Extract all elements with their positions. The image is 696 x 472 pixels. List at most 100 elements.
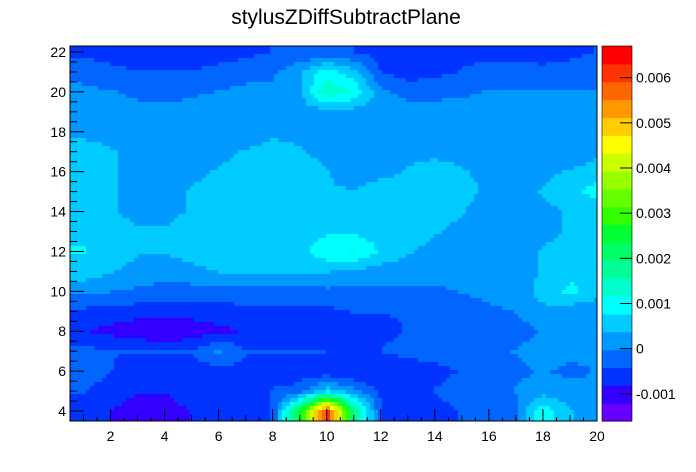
heatmap-cell [198,382,203,387]
heatmap-cell [230,134,235,139]
heatmap-cell [158,234,163,239]
heatmap-cell [150,274,155,279]
heatmap-cell [158,182,163,187]
heatmap-cell [174,374,179,379]
heatmap-cell [274,314,279,319]
heatmap-cell [174,314,179,319]
heatmap-cell [70,286,75,291]
heatmap-cell [194,142,199,147]
heatmap-cell [274,158,279,163]
heatmap-cell [254,270,259,275]
heatmap-cell [178,150,183,155]
heatmap-cell [206,142,211,147]
heatmap-cell [178,354,183,359]
heatmap-cell [78,74,83,79]
heatmap-cell [178,246,183,251]
heatmap-cell [266,154,271,159]
heatmap-cell [110,78,115,83]
heatmap-cell [134,142,139,147]
heatmap-cell [222,410,227,415]
heatmap-cell [266,266,271,271]
heatmap-cell [134,66,139,71]
heatmap-cell [110,138,115,143]
heatmap-cell [266,390,271,395]
heatmap-cell [134,78,139,83]
heatmap-cell [178,338,183,343]
heatmap-cell [270,118,275,123]
heatmap-cell [78,178,83,183]
heatmap-cell [226,122,231,127]
heatmap-cell [170,270,175,275]
heatmap-cell [74,262,79,267]
heatmap-cell [170,306,175,311]
heatmap-cell [178,50,183,55]
heatmap-cell [274,74,279,79]
heatmap-cell [74,222,79,227]
heatmap-cell [134,122,139,127]
heatmap-cell [226,198,231,203]
heatmap-cell [270,186,275,191]
heatmap-cell [98,50,103,55]
heatmap-cell [162,362,167,367]
heatmap-cell [190,142,195,147]
heatmap-cell [98,138,103,143]
heatmap-cell [186,130,191,135]
heatmap-cell [206,338,211,343]
heatmap-cell [134,130,139,135]
heatmap-cell [194,90,199,95]
heatmap-cell [206,122,211,127]
heatmap-cell [202,270,207,275]
heatmap-cell [114,114,119,119]
heatmap-cell [238,386,243,391]
heatmap-cell [158,274,163,279]
heatmap-cell [258,162,263,167]
heatmap-cell [258,322,263,327]
heatmap-cell [130,326,135,331]
heatmap-cell [186,134,191,139]
heatmap-cell [194,246,199,251]
heatmap-cell [250,418,255,421]
heatmap-cell [242,394,247,399]
heatmap-cell [226,354,231,359]
heatmap-cell [214,306,219,311]
heatmap-cell [170,210,175,215]
heatmap-cell [198,194,203,199]
heatmap-cell [178,234,183,239]
heatmap-cell [110,166,115,171]
heatmap-cell [250,370,255,375]
heatmap-cell [234,70,239,75]
heatmap-cell [114,414,119,419]
heatmap-cell [206,214,211,219]
heatmap-cell [254,210,259,215]
heatmap-cell [210,70,215,75]
heatmap-cell [270,110,275,115]
heatmap-cell [102,166,107,171]
heatmap-cell [182,282,187,287]
heatmap-cell [214,186,219,191]
heatmap-cell [222,270,227,275]
heatmap-cell [70,114,75,119]
heatmap-cell [94,342,99,347]
heatmap-cell [98,390,103,395]
heatmap-cell [118,174,123,179]
heatmap-cell [270,298,275,303]
heatmap-cell [238,86,243,91]
heatmap-cell [166,314,171,319]
heatmap-cell [190,258,195,263]
heatmap-cell [258,402,263,407]
heatmap-cell [198,294,203,299]
heatmap-cell [270,234,275,239]
heatmap-cell [210,62,215,67]
heatmap-cell [178,58,183,63]
heatmap-cell [222,282,227,287]
heatmap-cell [178,346,183,351]
heatmap-cell [170,238,175,243]
heatmap-cell [118,394,123,399]
heatmap-cell [214,378,219,383]
heatmap-cell [94,306,99,311]
heatmap-cell [78,294,83,299]
heatmap-cell [254,274,259,279]
heatmap-cell [274,138,279,143]
heatmap-cell [150,326,155,331]
heatmap-cell [234,118,239,123]
